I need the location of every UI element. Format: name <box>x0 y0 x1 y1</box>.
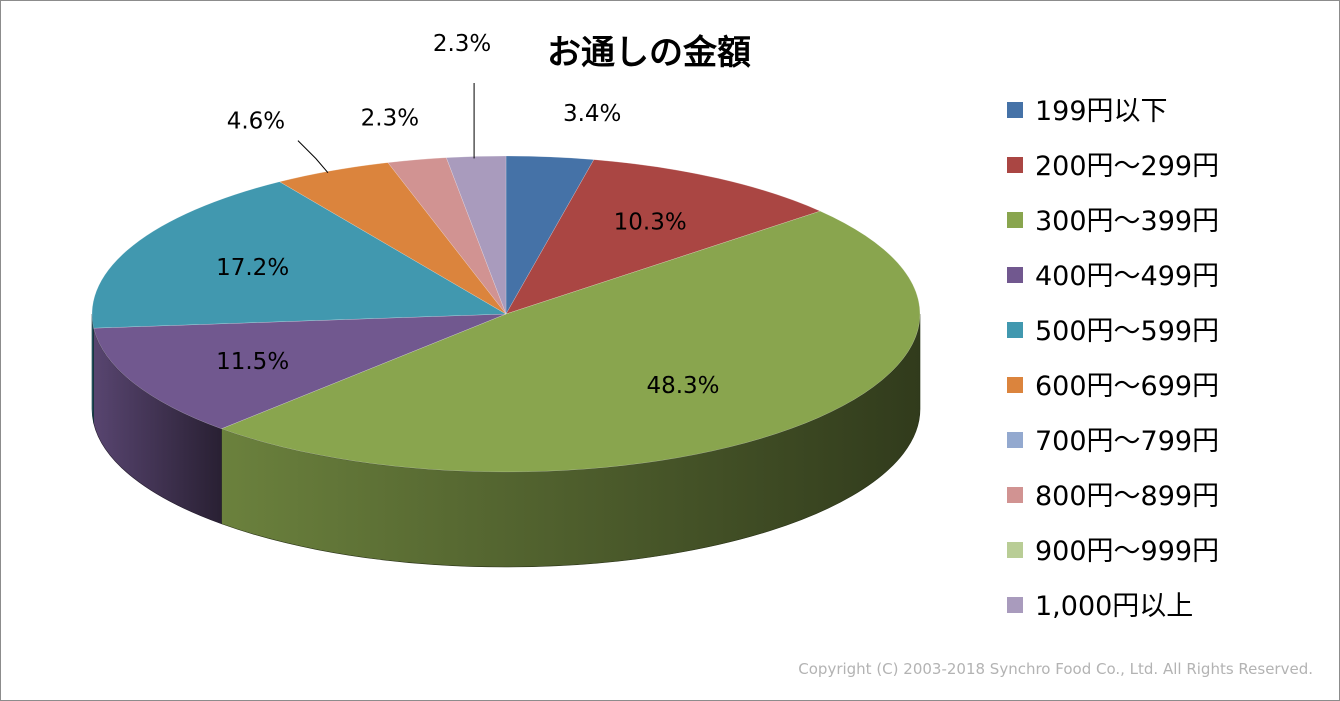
pie-slice <box>93 313 507 430</box>
legend-label: 700円～799円 <box>1035 426 1220 457</box>
legend-swatch <box>1007 267 1023 283</box>
legend-swatch <box>1007 432 1023 448</box>
legend-item: 900円～999円 <box>1007 529 1307 569</box>
legend-label: 800円～899円 <box>1035 481 1220 512</box>
legend-label: 400円～499円 <box>1035 261 1220 292</box>
legend-swatch <box>1007 157 1023 173</box>
pie-slice <box>91 181 507 329</box>
pie-slice <box>278 162 507 315</box>
legend-swatch <box>1007 102 1023 118</box>
legend-item: 700円～799円 <box>1007 419 1307 459</box>
legend-swatch <box>1007 377 1023 393</box>
legend-item: 300円～399円 <box>1007 199 1307 239</box>
data-label: 10.3% <box>614 210 687 236</box>
legend-label: 1,000円以上 <box>1035 591 1194 622</box>
legend-swatch <box>1007 597 1023 613</box>
copyright-notice: Copyright (C) 2003-2018 Synchro Food Co.… <box>798 660 1313 678</box>
data-label: 3.4% <box>563 101 621 127</box>
legend-item: 400円～499円 <box>1007 254 1307 294</box>
data-label: 2.3% <box>433 31 491 57</box>
legend-label: 500円～599円 <box>1035 316 1220 347</box>
chart-title: お通しの金額 <box>547 33 751 73</box>
data-label: 17.2% <box>216 255 289 281</box>
legend-label: 900円～999円 <box>1035 536 1220 567</box>
data-label: 48.3% <box>646 373 719 399</box>
legend-label: 199円以下 <box>1035 96 1168 127</box>
legend-label: 600円～699円 <box>1035 371 1220 402</box>
pie-slice <box>505 155 595 315</box>
pie-slice-side <box>91 313 94 424</box>
legend-label: 300円～399円 <box>1035 206 1220 237</box>
legend-item: 500円～599円 <box>1007 309 1307 349</box>
data-label: 4.6% <box>227 109 285 135</box>
legend-swatch <box>1007 212 1023 228</box>
legend-swatch <box>1007 542 1023 558</box>
legend-item: 1,000円以上 <box>1007 584 1307 624</box>
pie-slice <box>505 159 821 315</box>
legend-label: 200円～299円 <box>1035 151 1220 182</box>
legend-swatch <box>1007 322 1023 338</box>
legend-swatch <box>1007 487 1023 503</box>
legend-item: 600円～699円 <box>1007 364 1307 404</box>
data-label: 11.5% <box>216 349 289 375</box>
pie-slice <box>387 157 507 315</box>
leader-line <box>297 140 329 173</box>
data-label: 2.3% <box>361 106 419 132</box>
pie-slice <box>220 210 921 473</box>
legend-item: 199円以下 <box>1007 89 1307 129</box>
pie-slice <box>445 155 507 315</box>
legend-item: 200円～299円 <box>1007 144 1307 184</box>
legend-item: 800円～899円 <box>1007 474 1307 514</box>
